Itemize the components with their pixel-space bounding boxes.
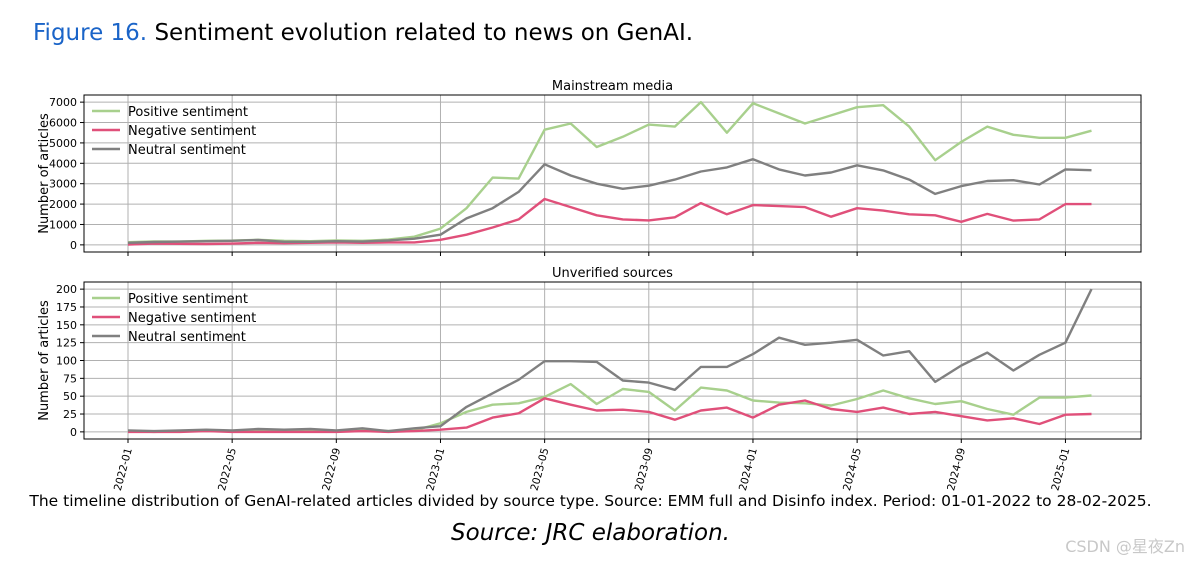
series-line-negative [128,397,1092,434]
chart-panel-1: Mainstream media 0 1000 2000 3000 4000 5000 600… [37,79,1142,256]
x-tick-label: 2024-09 [945,447,968,492]
series-line-positive [127,100,1092,244]
series-line-negative [127,197,1092,246]
figure-caption: The timeline distribution of GenAI-relat… [29,492,1152,510]
figure-source: Source: JRC elaboration. [451,520,730,546]
y-axis-label: Number of articles [37,300,52,421]
y-tick-label: 0 [70,426,77,439]
y-tick-label: 150 [56,319,77,332]
y-tick-label: 3000 [49,178,77,191]
series-line-neutral [127,288,1093,433]
y-tick-label: 2000 [49,198,77,211]
x-tick-label: 2022-05 [216,447,239,492]
chart-panel-2: Unverified sources 0 25 50 75 100 125 150 175 200… [37,266,1142,492]
y-tick-label: 7000 [49,96,77,109]
plot-frame [83,94,1142,253]
x-tick-label: 2022-01 [112,447,135,492]
y-tick-label: 125 [56,337,77,350]
y-tick-label: 175 [56,301,77,314]
y-tick-label: 4000 [49,157,77,170]
legend-label: Negative sentiment [128,311,256,326]
legend-label: Neutral sentiment [128,330,246,345]
series-line-neutral [127,157,1092,244]
legend: Positive sentiment Negative sentiment Neut… [92,105,256,158]
y-axis-label: Number of articles [37,113,52,234]
legend-label: Positive sentiment [128,292,248,307]
y-tick-label: 1000 [49,218,77,231]
x-tick-label: 2025-01 [1049,447,1072,492]
x-tick-label: 2022-09 [320,447,343,492]
x-tick-label: 2023-01 [424,447,447,492]
x-tick-label: 2023-09 [633,447,656,492]
figure-label: Figure 16. [33,20,148,46]
figure-title: Figure 16. Sentiment evolution related t… [33,20,693,46]
legend-label: Negative sentiment [128,124,256,139]
x-tick-label: 2023-05 [529,447,552,492]
y-tick-label: 5000 [49,137,77,150]
chart-title: Unverified sources [552,266,673,281]
y-tick-label: 50 [63,390,77,403]
legend-label: Neutral sentiment [128,143,246,158]
x-tick-label: 2024-01 [737,447,760,492]
series-line-positive [127,382,1092,434]
figure-title-text: Sentiment evolution related to news on G… [154,20,694,46]
watermark: CSDN @星夜Zn [1065,537,1185,556]
y-tick-label: 75 [63,372,77,385]
plot-frame [83,281,1142,440]
legend: Positive sentiment Negative sentiment Neut… [92,292,256,345]
chart-title: Mainstream media [552,79,673,94]
y-tick-label: 0 [70,239,77,252]
x-tick-label: 2024-05 [841,447,864,492]
y-tick-label: 25 [63,408,77,421]
y-tick-label: 6000 [49,117,77,130]
y-tick-label: 100 [56,355,77,368]
y-tick-label: 200 [56,283,77,296]
legend-label: Positive sentiment [128,105,248,120]
